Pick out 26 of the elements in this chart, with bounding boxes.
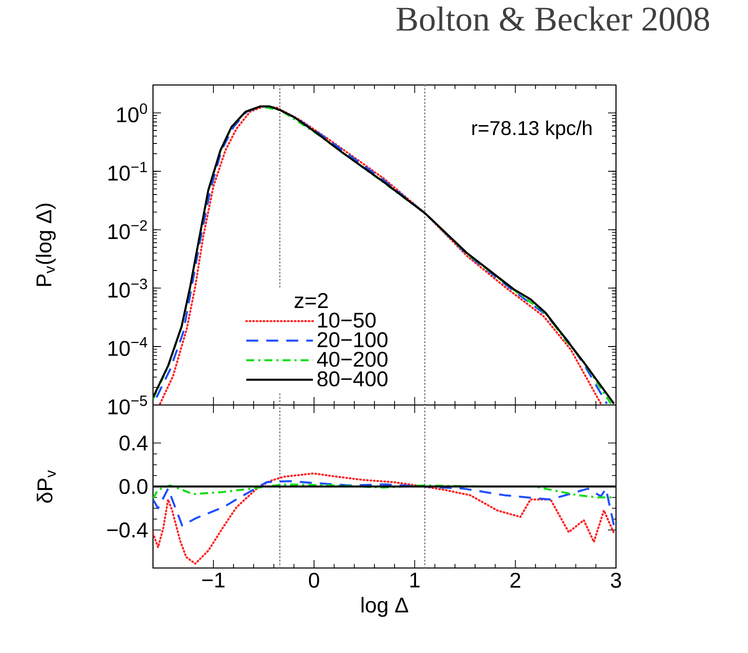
y-tick-label: 10$^{−2}$ [108, 220, 147, 240]
x-tick-label: 1 [410, 572, 420, 588]
legend-label: 80−400 [317, 371, 388, 386]
y-axis-title: δP$_{v}$ [36, 470, 56, 503]
line-series [153, 480, 615, 527]
y-axis-title: P$_{v}$(log Δ) [36, 204, 56, 286]
y-tick-label: 0.4 [119, 435, 148, 451]
chart-title: Bolton & Becker 2008 [396, 6, 710, 31]
y-tick-label: 0.0 [119, 478, 148, 494]
y-tick-label: 10$^{−5}$ [108, 396, 147, 414]
legend-label: 20−100 [318, 332, 388, 348]
x-tick-label: 2 [510, 572, 520, 588]
annotation: r=78.13 kpc/h [472, 120, 592, 140]
x-tick-label: 3 [610, 572, 621, 588]
legend-label: 40−200 [317, 352, 388, 367]
legend-title: z=2 [294, 293, 328, 308]
legend-label: 10−50 [318, 312, 376, 328]
y-tick-label: 10$^{−3}$ [108, 278, 147, 298]
line-series [153, 472, 615, 565]
x-tick-label: −1 [202, 572, 225, 588]
y-tick-label: 10$^{−4}$ [108, 337, 148, 356]
x-tick-label: 0 [308, 572, 320, 588]
y-tick-label: 10$^{0}$ [117, 103, 148, 122]
y-tick-label: −0.4 [107, 522, 148, 538]
x-axis-title: log Δ [362, 596, 408, 617]
y-tick-label: 10$^{−1}$ [108, 162, 147, 181]
